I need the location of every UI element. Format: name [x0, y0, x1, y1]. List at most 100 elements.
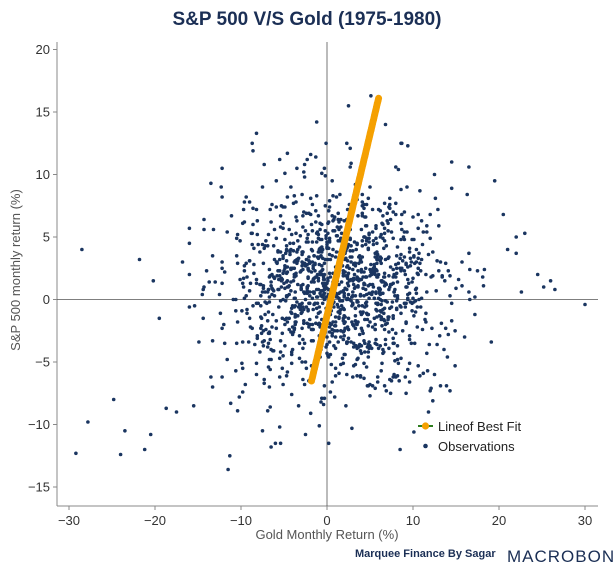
observation-point [541, 285, 546, 289]
observation-point [383, 299, 388, 303]
observation-point [369, 272, 374, 277]
observation-point [296, 239, 300, 243]
observation-point [326, 209, 331, 213]
observation-point [349, 161, 353, 166]
observation-point [207, 280, 211, 284]
observation-point [409, 341, 414, 346]
observation-point [337, 371, 341, 376]
observation-point [234, 309, 238, 313]
observation-point [377, 291, 382, 296]
observation-point [333, 335, 338, 339]
observation-point [341, 330, 346, 334]
observation-point [265, 409, 270, 413]
observation-point [265, 244, 270, 248]
observation-point [331, 247, 335, 252]
observation-point [381, 222, 385, 227]
observation-point [274, 236, 279, 241]
observation-point [242, 296, 247, 301]
observation-point [364, 292, 369, 297]
observation-point [392, 290, 396, 294]
observation-point [399, 221, 403, 226]
observation-point [330, 334, 335, 338]
observation-point [399, 356, 403, 361]
observation-point [334, 250, 339, 254]
observation-point [229, 214, 234, 218]
observation-point [432, 372, 437, 377]
observation-point [289, 185, 293, 189]
observation-point [252, 271, 256, 276]
observation-point [327, 205, 332, 209]
observation-point [351, 294, 355, 298]
observation-point [111, 397, 116, 402]
observation-point [330, 380, 335, 384]
observation-point [343, 320, 347, 324]
observation-point [291, 330, 296, 334]
x-axis-label: Gold Monthly Return (%) [255, 527, 398, 542]
observation-point [417, 251, 421, 256]
observation-point [302, 321, 306, 326]
observation-point [416, 266, 421, 271]
observation-point [371, 242, 376, 247]
observation-point [443, 326, 448, 331]
observation-point [416, 212, 421, 217]
observation-point [262, 162, 267, 167]
observation-point [240, 340, 245, 344]
observation-point [357, 255, 361, 259]
x-tick-label: −30 [58, 513, 80, 528]
observation-point [376, 207, 381, 212]
observation-point [191, 404, 196, 408]
observation-point [333, 320, 338, 324]
observation-point [374, 224, 378, 228]
observation-point [299, 287, 304, 292]
observation-point [292, 326, 297, 331]
observation-point [335, 234, 340, 238]
observation-point [514, 235, 518, 239]
observation-point [301, 250, 305, 254]
observation-point [278, 225, 283, 229]
observation-point [351, 375, 355, 379]
observation-point [359, 270, 364, 274]
observation-point [213, 280, 217, 284]
observation-point [284, 259, 289, 263]
observation-point [289, 330, 293, 334]
observation-point [234, 254, 239, 258]
x-tick-label: −20 [144, 513, 166, 528]
observation-point [302, 290, 306, 294]
observation-point [259, 294, 263, 298]
observation-point [379, 302, 384, 307]
observation-point [320, 249, 324, 253]
observation-point [374, 236, 378, 241]
observation-point [319, 400, 323, 404]
observation-point [297, 356, 302, 361]
observation-point [242, 200, 247, 204]
observation-point [281, 254, 285, 258]
observation-point [360, 304, 365, 308]
legend-observations-swatch [423, 443, 428, 449]
observation-point [352, 272, 357, 277]
y-tick-label: −15 [28, 480, 50, 495]
observation-point [289, 232, 294, 237]
observation-point [305, 236, 310, 241]
observation-point [297, 245, 302, 249]
observation-point [380, 279, 384, 283]
observation-point [397, 379, 402, 383]
observation-point [417, 297, 421, 302]
observation-point [261, 344, 266, 348]
observation-point [473, 295, 477, 299]
observation-point [180, 260, 185, 264]
observation-point [330, 327, 335, 332]
observation-point [362, 361, 366, 366]
observation-point [275, 274, 279, 278]
observation-point [357, 304, 361, 308]
observation-point [402, 269, 407, 273]
observation-point [362, 339, 366, 343]
observation-point [302, 319, 306, 323]
observation-point [252, 262, 256, 267]
observation-point [301, 214, 305, 218]
observation-point [348, 255, 353, 259]
observation-point [344, 256, 348, 261]
observation-point [373, 386, 378, 391]
observation-point [295, 300, 299, 304]
y-tick-label: 10 [36, 167, 50, 182]
observation-point [448, 294, 452, 298]
